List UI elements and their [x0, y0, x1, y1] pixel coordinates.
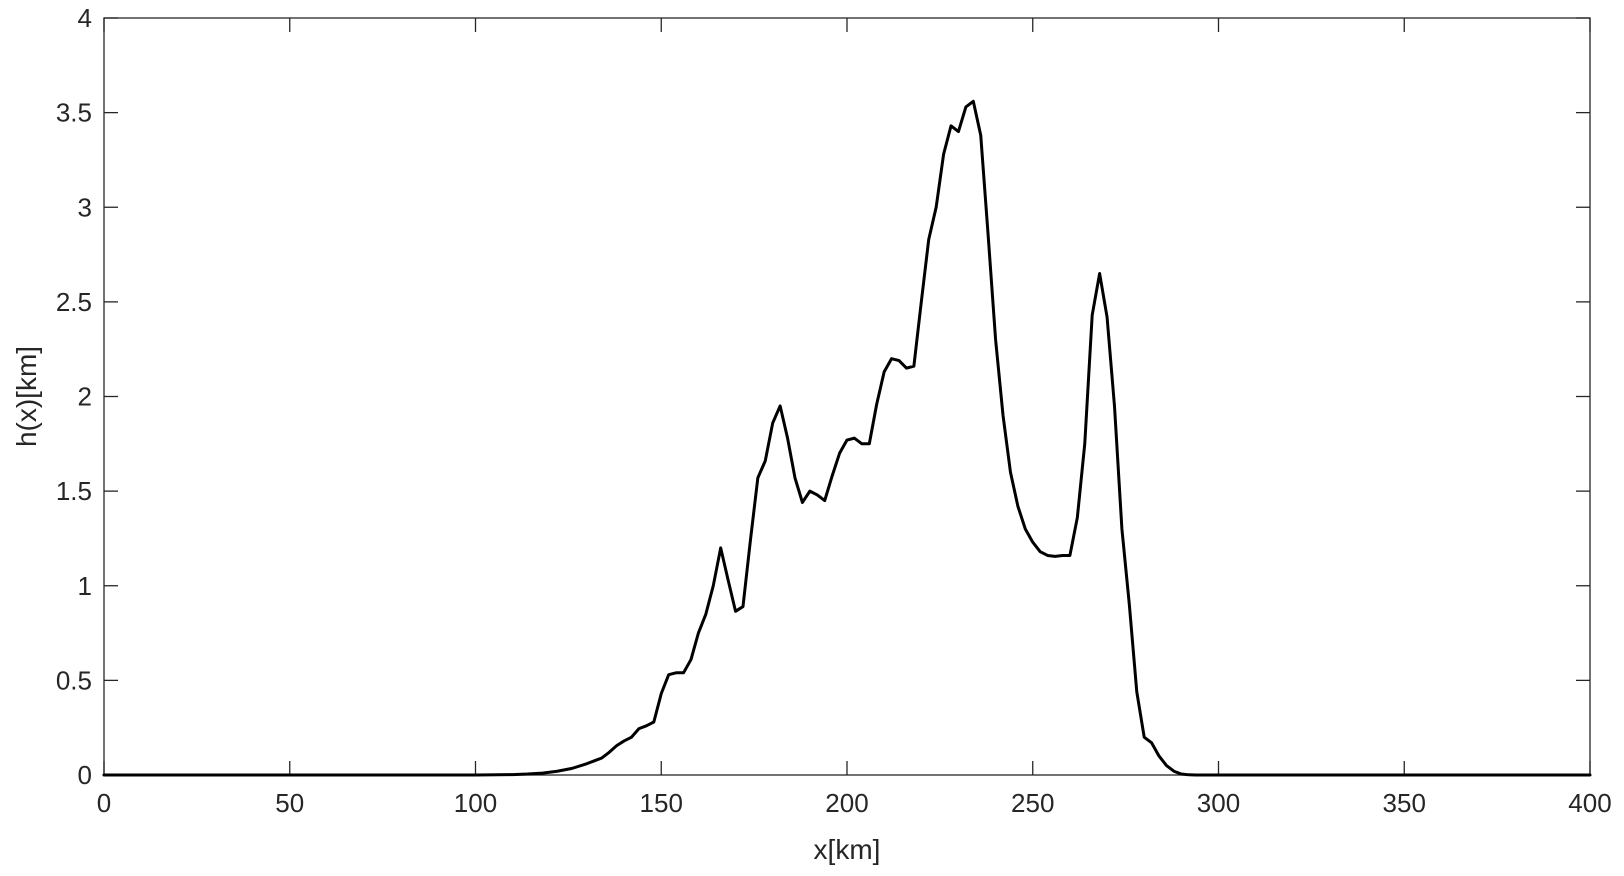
- y-tick-label: 4: [78, 3, 92, 33]
- y-tick-label: 1: [78, 571, 92, 601]
- x-tick-label: 0: [97, 788, 111, 818]
- axis-tick-labels: 0 50 100 150 200 250 300 350 400 0 0.5 1 1.5 2 2.5 3 3.5…: [56, 3, 1612, 818]
- x-tick-label: 200: [825, 788, 868, 818]
- x-axis-label: x[km]: [814, 834, 881, 865]
- axis-ticks: [103, 17, 1591, 776]
- x-tick-label: 300: [1197, 788, 1240, 818]
- y-tick-label: 3.5: [56, 98, 92, 128]
- y-tick-label: 0: [78, 760, 92, 790]
- y-tick-label: 2: [78, 382, 92, 412]
- y-axis-label: h(x)[km]: [11, 346, 42, 447]
- series-line-h: [102, 99, 1592, 777]
- x-tick-label: 150: [640, 788, 683, 818]
- y-tick-label: 1.5: [56, 476, 92, 506]
- x-tick-label: 100: [454, 788, 497, 818]
- y-tick-label: 3: [78, 192, 92, 222]
- x-tick-label: 50: [275, 788, 304, 818]
- x-tick-label: 350: [1383, 788, 1426, 818]
- y-tick-label: 2.5: [56, 287, 92, 317]
- y-tick-label: 0.5: [56, 665, 92, 695]
- x-tick-label: 250: [1011, 788, 1054, 818]
- x-tick-label: 400: [1568, 788, 1611, 818]
